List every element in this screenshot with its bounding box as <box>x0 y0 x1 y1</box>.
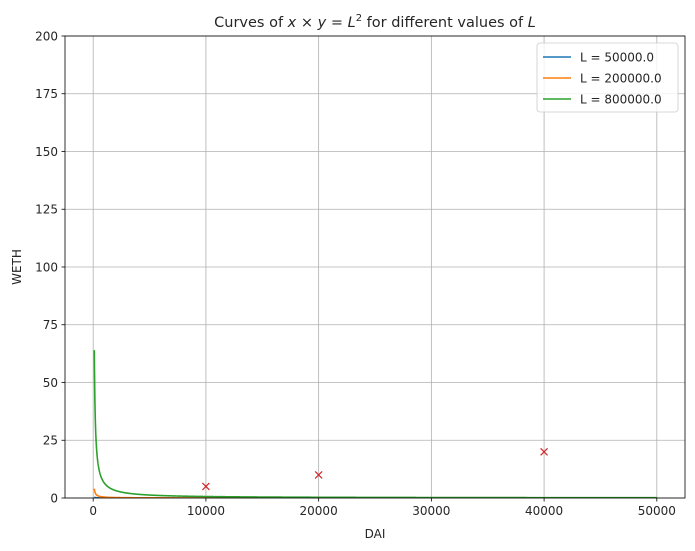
legend-label-2: L = 200000.0 <box>580 71 662 85</box>
y-tick-label: 100 <box>35 260 58 274</box>
legend: L = 50000.0 L = 200000.0 L = 800000.0 <box>536 42 679 113</box>
marker-point-1 <box>201 482 210 491</box>
y-tick-label: 150 <box>35 145 58 159</box>
marker-layer <box>201 447 549 491</box>
y-axis-label: WETH <box>10 249 24 285</box>
marker-point-2 <box>314 470 323 479</box>
legend-label-3: L = 800000.0 <box>580 92 662 106</box>
y-tick-label: 50 <box>43 376 58 390</box>
y-tick-label: 175 <box>35 87 58 101</box>
x-tick-label: 10000 <box>187 504 225 518</box>
x-tick-label: 30000 <box>412 504 450 518</box>
y-tick-label: 25 <box>43 434 58 448</box>
y-tick-label: 200 <box>35 29 58 43</box>
y-tick-label: 0 <box>50 491 58 505</box>
legend-box <box>536 42 679 113</box>
legend-label-1: L = 50000.0 <box>580 50 654 64</box>
x-tick-label: 50000 <box>638 504 676 518</box>
x-tick-label: 0 <box>89 504 97 518</box>
x-tick-label: 40000 <box>525 504 563 518</box>
y-tick-label: 75 <box>43 318 58 332</box>
y-axis-ticks: 0 25 50 75 100 125 150 175 200 <box>35 29 65 505</box>
marker-point-3 <box>540 447 549 456</box>
x-axis-label: DAI <box>365 527 386 541</box>
y-tick-label: 125 <box>35 203 58 217</box>
chart-title: Curves of x × y = L2 for different value… <box>214 13 536 31</box>
series-line-3 <box>93 350 657 498</box>
series-layer <box>93 350 657 498</box>
x-tick-label: 20000 <box>300 504 338 518</box>
x-axis-ticks: 0 10000 20000 30000 40000 50000 <box>89 498 676 518</box>
